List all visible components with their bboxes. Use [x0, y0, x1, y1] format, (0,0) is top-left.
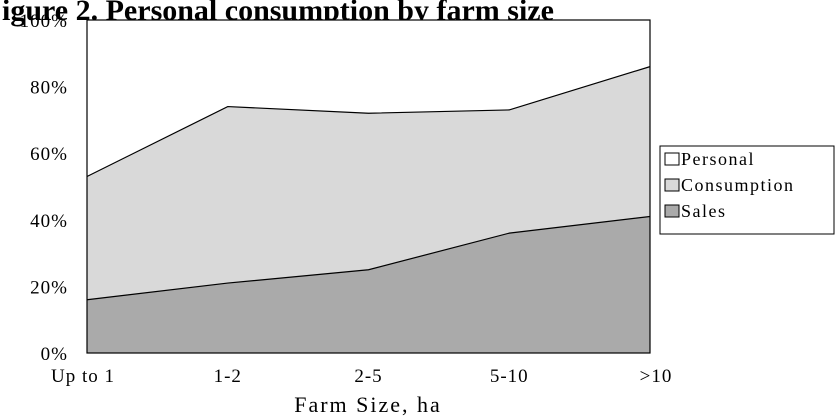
series-lines-group: [86, 66, 651, 301]
x-tick-label: >10: [640, 366, 673, 387]
line-consumption-top: [86, 66, 651, 178]
legend-label-personal: Personal: [681, 149, 755, 169]
area-consumption: [87, 66, 650, 300]
x-tick-label: Up to 1: [51, 366, 115, 387]
x-axis-label: Farm Size, ha: [294, 392, 442, 417]
legend: Personal Consumption Sales: [659, 145, 835, 235]
y-tick-label: 40%: [30, 211, 68, 232]
legend-label-sales: Sales: [681, 201, 727, 221]
legend-swatch-personal: [664, 152, 680, 166]
plot-frame: [86, 19, 651, 354]
line-sales-top: [86, 215, 651, 301]
area-series-group: [87, 20, 650, 353]
legend-label-consumption: Consumption: [681, 175, 795, 195]
y-tick-label: 0%: [41, 344, 68, 365]
area-sales: [87, 216, 650, 353]
y-tick-label: 20%: [30, 277, 68, 298]
y-tick-label: 60%: [30, 144, 68, 165]
legend-box: [659, 145, 835, 235]
x-tick-label: 2-5: [354, 366, 382, 387]
x-tick-label: 5-10: [490, 366, 529, 387]
plot-area: [86, 19, 651, 354]
legend-swatch-consumption: [664, 178, 680, 192]
y-tick-label: 100%: [20, 11, 68, 32]
x-tick-label: 1-2: [214, 366, 242, 387]
y-tick-label: 80%: [30, 78, 68, 99]
legend-swatch-sales: [664, 204, 680, 218]
x-axis: Up to 1 1-2 2-5 5-10 >10: [51, 366, 673, 387]
y-axis: 0% 20% 40% 60% 80% 100%: [20, 11, 68, 365]
area-personal: [87, 20, 650, 177]
